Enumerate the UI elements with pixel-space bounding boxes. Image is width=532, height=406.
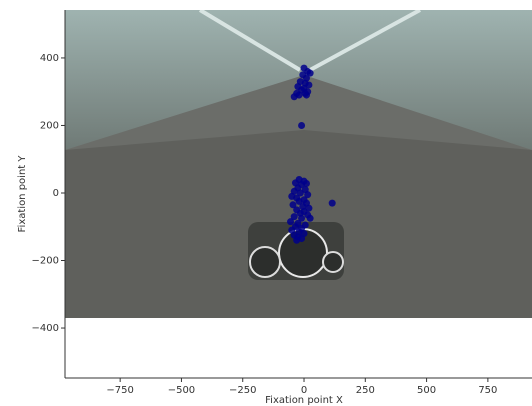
x-tick-label: −250 (229, 385, 256, 396)
point (306, 214, 314, 222)
y-tick-label: −200 (32, 256, 59, 267)
point (328, 199, 336, 207)
point (295, 197, 303, 205)
point (296, 189, 304, 197)
y-tick-label: 0 (53, 188, 59, 199)
x-tick-label: −500 (168, 385, 195, 396)
point (295, 91, 303, 99)
points (287, 64, 336, 244)
y-axis-label: Fixation point Y (17, 155, 28, 233)
point (305, 81, 313, 89)
point (298, 214, 306, 222)
point (306, 69, 314, 77)
tunnel (65, 10, 532, 150)
x-tick-label: 250 (356, 385, 375, 396)
x-tick-label: 500 (417, 385, 436, 396)
x-tick-label: 0 (301, 385, 307, 396)
tunnel-light (309, 10, 421, 72)
point (289, 201, 297, 209)
gauge (249, 246, 281, 278)
x-tick-label: 750 (478, 385, 497, 396)
point (298, 121, 306, 129)
x-axis-label: Fixation point X (265, 395, 343, 406)
point (304, 191, 312, 199)
x-tick-label: −750 (106, 385, 133, 396)
y-tick-label: 200 (40, 120, 59, 131)
point (290, 213, 298, 221)
point (287, 218, 295, 226)
point (293, 236, 301, 244)
point (302, 180, 310, 188)
point (305, 204, 313, 212)
y-tick-label: −400 (32, 323, 59, 334)
tunnel-light (198, 10, 302, 72)
point (302, 91, 310, 99)
gauge (322, 251, 344, 273)
background-image (65, 10, 532, 318)
y-tick-label: 400 (40, 53, 59, 64)
